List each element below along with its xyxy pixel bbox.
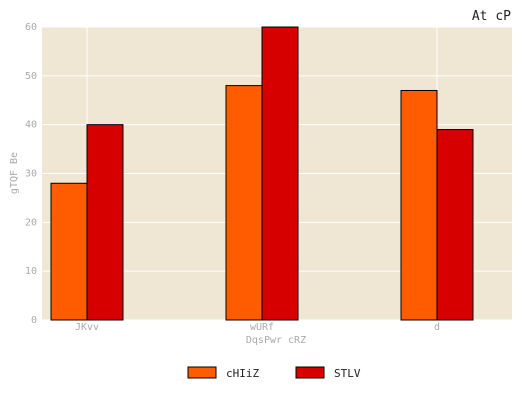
bar-cHIiZ-wURf [226, 86, 262, 320]
bar-cHIiZ-d [401, 90, 437, 320]
x-tick-label: d [434, 322, 440, 333]
bar-STLV-wURf [262, 27, 298, 320]
chart-title: At cP [472, 9, 511, 24]
x-tick-label: JKvv [75, 322, 99, 333]
bar-cHIiZ-JKvv [51, 183, 87, 320]
bar-STLV-d [437, 130, 473, 320]
y-tick-label: 10 [25, 266, 37, 277]
y-tick-label: 0 [31, 315, 37, 326]
y-tick-label: 40 [25, 120, 37, 131]
x-tick-label: wURf [250, 322, 274, 333]
x-axis-label: DqsPwr cRZ [246, 335, 306, 346]
y-tick-labels: 0 10 20 30 40 50 60 [25, 22, 37, 326]
bar-STLV-JKvv [87, 125, 123, 320]
legend-swatch-STLV [296, 367, 324, 378]
y-tick-label: 60 [25, 22, 37, 33]
legend-label-STLV: STLV [334, 367, 361, 380]
legend-label-cHIiZ: cHIiZ [226, 367, 259, 380]
legend: cHIiZ STLV [188, 367, 361, 380]
y-tick-label: 20 [25, 217, 37, 228]
y-tick-label: 50 [25, 71, 37, 82]
legend-swatch-cHIiZ [188, 367, 216, 378]
x-tick-labels: JKvv wURf d [75, 322, 440, 333]
y-tick-label: 30 [25, 169, 37, 180]
y-axis-label: gTQF Be [9, 152, 20, 194]
